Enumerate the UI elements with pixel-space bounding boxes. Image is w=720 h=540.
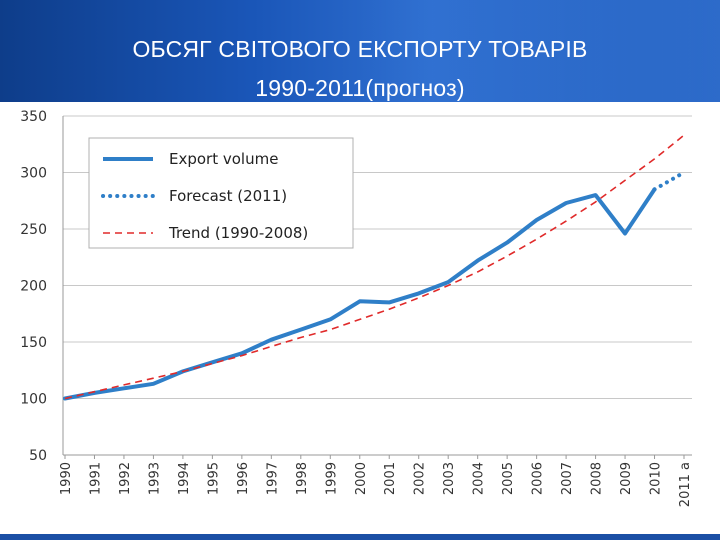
header-gradient-band xyxy=(360,0,720,102)
series-line-trend-1990-2008 xyxy=(64,134,685,400)
x-tick-label: 2010 xyxy=(649,462,664,495)
y-tick-label: 350 xyxy=(20,109,47,125)
slide-title-line-1: ОБСЯГ СВІТОВОГО ЕКСПОРТУ ТОВАРІВ xyxy=(132,36,588,62)
legend-label: Trend (1990-2008) xyxy=(168,224,308,242)
y-tick-label: 150 xyxy=(20,335,47,351)
series-line-export-volume xyxy=(63,187,657,401)
y-tick-label: 200 xyxy=(20,279,47,295)
y-tick-label: 50 xyxy=(29,448,47,464)
legend-label: Export volume xyxy=(169,150,278,168)
x-tick-label: 2002 xyxy=(413,462,428,495)
x-tick-label: 1994 xyxy=(177,462,192,495)
x-tick-label: 2000 xyxy=(354,462,369,495)
slide-title: ОБСЯГ СВІТОВОГО ЕКСПОРТУ ТОВАРІВ 1990-20… xyxy=(0,30,720,108)
legend-label: Forecast (2011) xyxy=(169,187,287,205)
slide-header xyxy=(0,0,720,102)
x-tick-label: 1997 xyxy=(265,462,280,495)
x-tick-label: 2009 xyxy=(619,462,634,495)
x-tick-label: 1992 xyxy=(118,462,133,495)
y-tick-label: 100 xyxy=(20,392,47,408)
y-tick-label: 250 xyxy=(20,222,47,238)
x-tick-label: 1991 xyxy=(88,462,103,495)
export-volume-chart: 50 100 150 200 250 300 350 1990 1991 1992 1993 1994… xyxy=(20,109,693,507)
x-tick-label: 1996 xyxy=(236,462,251,495)
x-tick-label: 1995 xyxy=(206,462,221,495)
x-tick-label: 1999 xyxy=(324,462,339,495)
series-line-forecast-2011 xyxy=(652,170,686,192)
x-tick-label: 1993 xyxy=(147,462,162,495)
x-tick-label: 2001 xyxy=(383,462,398,495)
x-tick-label: 2007 xyxy=(560,462,575,495)
x-tick-label: 2011 a xyxy=(678,462,693,507)
footer-bar xyxy=(0,534,720,540)
legend-box xyxy=(88,137,354,249)
y-tick-label: 300 xyxy=(20,166,47,182)
x-tick-label: 2006 xyxy=(531,462,546,495)
x-tick-label: 2004 xyxy=(472,462,487,495)
x-tick-label: 2008 xyxy=(590,462,605,495)
x-tick-label: 2003 xyxy=(442,462,457,495)
x-tick-label: 2005 xyxy=(501,462,516,495)
x-tick-label: 1990 xyxy=(59,462,74,495)
x-tick-label: 1998 xyxy=(295,462,310,495)
slide-title-line-2: 1990-2011(прогноз) xyxy=(255,75,465,101)
